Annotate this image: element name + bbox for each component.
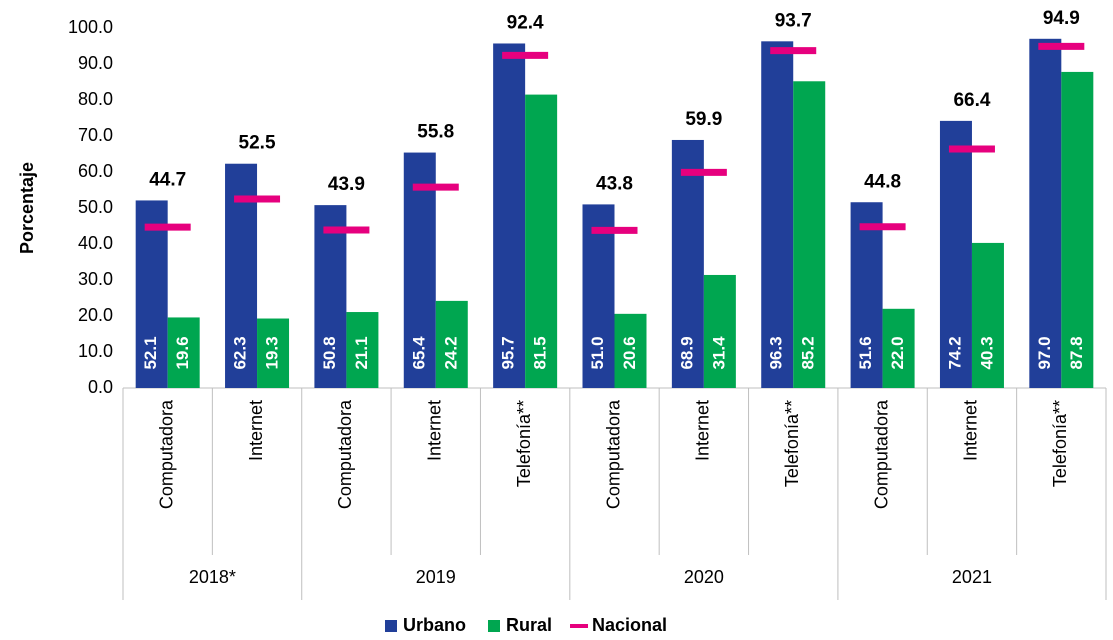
y-tick-label: 80.0 — [78, 89, 113, 109]
bar — [582, 204, 615, 388]
value-label: 24.2 — [441, 336, 460, 369]
value-label: 87.8 — [1067, 336, 1086, 369]
value-label: 74.2 — [945, 336, 964, 369]
nacional-label: 44.8 — [864, 171, 901, 192]
x-tick-label: Computadora — [603, 399, 623, 509]
bar — [761, 41, 794, 388]
bar — [167, 317, 200, 388]
x-tick-label: Internet — [246, 400, 266, 461]
x-tick-label: Computadora — [156, 399, 176, 509]
nacional-label: 66.4 — [953, 90, 990, 111]
value-label: 22.0 — [888, 336, 907, 369]
bar — [671, 139, 704, 388]
nacional-label: 59.9 — [685, 109, 722, 130]
value-label: 51.6 — [856, 336, 875, 369]
bar — [403, 152, 436, 388]
bar — [314, 205, 347, 388]
x-tick-label: Telefonía** — [782, 400, 802, 487]
x-tick-label: Telefonía** — [1050, 400, 1070, 487]
bar — [971, 242, 1004, 388]
value-label: 40.3 — [977, 336, 996, 369]
value-label: 19.3 — [263, 336, 282, 369]
nacional-label: 52.5 — [239, 133, 276, 154]
bar — [703, 274, 736, 388]
value-label: 51.0 — [588, 336, 607, 369]
bar — [346, 312, 379, 388]
legend-label: Rural — [506, 615, 552, 635]
value-label: 52.1 — [141, 336, 160, 369]
group-label: 2021 — [952, 567, 992, 587]
y-tick-label: 50.0 — [78, 197, 113, 217]
value-label: 85.2 — [799, 336, 818, 369]
value-label: 81.5 — [531, 336, 550, 369]
y-tick-label: 60.0 — [78, 161, 113, 181]
nacional-label: 43.8 — [596, 173, 633, 194]
x-tick-label: Internet — [425, 400, 445, 461]
y-axis-title: Porcentaje — [17, 162, 37, 254]
x-tick-label: Computadora — [335, 399, 355, 509]
value-label: 20.6 — [620, 336, 639, 369]
bar — [1061, 71, 1094, 389]
bar — [1029, 38, 1062, 389]
nacional-label: 43.9 — [328, 174, 365, 195]
x-tick-label: Internet — [693, 400, 713, 461]
legend-label: Urbano — [403, 615, 466, 635]
bar — [257, 318, 290, 388]
x-tick-label: Internet — [961, 400, 981, 461]
nacional-label: 93.7 — [775, 10, 812, 31]
y-tick-label: 10.0 — [78, 341, 113, 361]
value-label: 50.8 — [320, 336, 339, 369]
bar — [882, 308, 915, 388]
x-tick-label: Telefonía** — [514, 400, 534, 487]
value-label: 65.4 — [409, 336, 428, 370]
nacional-label: 55.8 — [417, 122, 454, 143]
nacional-label: 94.9 — [1043, 8, 1080, 29]
y-tick-label: 70.0 — [78, 125, 113, 145]
legend-swatch — [488, 620, 500, 632]
y-tick-label: 40.0 — [78, 233, 113, 253]
legend-swatch — [385, 620, 397, 632]
value-label: 31.4 — [709, 336, 728, 370]
bar — [939, 120, 972, 388]
value-label: 68.9 — [677, 336, 696, 369]
y-tick-label: 100.0 — [68, 17, 113, 37]
bar — [793, 81, 826, 388]
group-label: 2019 — [416, 567, 456, 587]
y-tick-label: 0.0 — [88, 377, 113, 397]
bar — [525, 94, 558, 388]
group-label: 2020 — [684, 567, 724, 587]
value-label: 62.3 — [231, 336, 250, 369]
bar — [435, 300, 468, 388]
group-label: 2018* — [189, 567, 236, 587]
bar — [493, 43, 526, 388]
value-label: 96.3 — [767, 336, 786, 369]
y-tick-label: 20.0 — [78, 305, 113, 325]
y-tick-label: 30.0 — [78, 269, 113, 289]
bar — [850, 202, 883, 388]
value-label: 21.1 — [352, 336, 371, 369]
x-tick-label: Computadora — [871, 399, 891, 509]
nacional-label: 92.4 — [507, 12, 544, 33]
bar — [135, 200, 168, 388]
value-label: 97.0 — [1035, 336, 1054, 369]
nacional-label: 44.7 — [149, 169, 186, 190]
legend-label: Nacional — [592, 615, 667, 635]
y-tick-label: 90.0 — [78, 53, 113, 73]
bar — [614, 313, 647, 388]
value-label: 19.6 — [173, 336, 192, 369]
value-label: 95.7 — [499, 336, 518, 369]
